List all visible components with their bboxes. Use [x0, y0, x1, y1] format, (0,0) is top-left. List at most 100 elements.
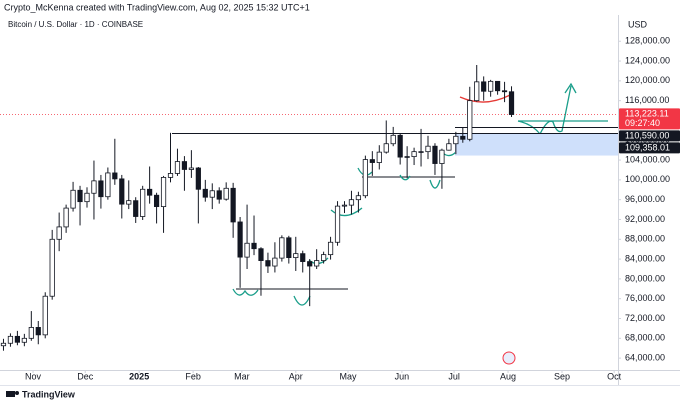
candle-body	[251, 242, 257, 250]
price-badge	[619, 142, 680, 154]
candle-body	[460, 135, 466, 140]
candle-body	[321, 254, 327, 261]
y-axis-label: USD	[628, 19, 648, 29]
candle-body	[258, 248, 264, 261]
price-badge-label: 110,590.00	[625, 130, 669, 140]
candle-body	[7, 335, 14, 344]
candle-body	[327, 241, 334, 256]
candle-body	[0, 342, 7, 347]
candle-body	[230, 187, 236, 223]
y-tick-label: 124,000.00	[625, 55, 670, 65]
chart-title: Bitcoin / U.S. Dollar · 1D · COINBASE	[8, 20, 143, 29]
x-tick-label: May	[339, 371, 357, 381]
candle-body	[474, 81, 480, 102]
candle-body	[314, 260, 320, 267]
candle-body	[119, 178, 125, 205]
candle-body	[140, 188, 146, 217]
candle-body	[369, 159, 375, 163]
x-tick-label: Mar	[234, 371, 250, 381]
projection-path	[517, 85, 572, 136]
candle-body	[467, 100, 473, 140]
candle-body	[84, 192, 90, 203]
y-tick-label: 116,000.00	[625, 95, 669, 105]
curve	[293, 295, 311, 306]
candle-body	[223, 187, 229, 200]
footer-brand: TradingView	[22, 389, 76, 399]
candle-body	[181, 161, 188, 170]
y-tick-label: 104,000.00	[625, 154, 670, 164]
credit: Crypto_McKenna created with TradingView.…	[4, 2, 310, 12]
candle-body	[334, 205, 341, 243]
candle-body	[397, 134, 403, 158]
candle-body	[105, 172, 111, 198]
candle-body	[209, 190, 215, 198]
price-badge	[619, 130, 680, 142]
candle-body	[481, 81, 487, 92]
candle-body	[446, 143, 452, 151]
candle-body	[49, 238, 55, 297]
candle-body	[112, 172, 118, 180]
x-tick-label: Jul	[448, 371, 460, 381]
x-tick-label: Oct	[607, 371, 622, 381]
price-badge-time: 09:27:40	[625, 118, 660, 128]
y-tick-label: 80,000.00	[625, 273, 665, 283]
candle-body	[432, 145, 438, 164]
y-tick-label: 68,000.00	[625, 333, 665, 343]
candle-body	[42, 295, 48, 336]
candle-body	[418, 151, 424, 153]
candle-body	[63, 207, 69, 228]
candle-body	[265, 260, 271, 267]
candle-body	[98, 180, 104, 198]
candle-body	[70, 189, 76, 209]
y-tick-label: 64,000.00	[625, 352, 665, 362]
candle-body	[91, 180, 97, 194]
candle-body	[167, 173, 174, 178]
curve	[459, 94, 511, 103]
candle-body	[411, 151, 417, 158]
candle-body	[21, 337, 27, 343]
y-tick-label: 76,000.00	[625, 293, 665, 303]
candle-body	[341, 204, 348, 207]
candle-body	[56, 226, 62, 240]
candle-body	[300, 253, 306, 262]
candle-body	[77, 189, 83, 203]
candle-body	[28, 327, 34, 339]
candle-body	[495, 80, 501, 92]
x-tick-label: Apr	[289, 371, 303, 381]
candle-body	[14, 335, 20, 343]
y-tick-label: 88,000.00	[625, 234, 665, 244]
candle-body	[35, 327, 41, 336]
candle-body	[355, 195, 362, 201]
candle-body	[237, 221, 243, 258]
candle-body	[272, 257, 278, 267]
candle-body	[501, 90, 508, 93]
annotations	[232, 82, 608, 365]
y-tick-label: 100,000.00	[625, 174, 670, 184]
curve	[399, 174, 411, 181]
curve	[429, 179, 441, 189]
x-tick-label: Feb	[185, 371, 201, 381]
candle-body	[153, 194, 160, 208]
candle-body	[202, 188, 208, 198]
x-tick-label: Sep	[554, 371, 570, 381]
y-tick-label: 72,000.00	[625, 313, 665, 323]
candle-body	[147, 188, 153, 196]
y-tick-label: 120,000.00	[625, 75, 670, 85]
candle-body	[439, 149, 445, 164]
candle-body	[362, 159, 368, 197]
candle-body	[244, 242, 250, 258]
y-tick-label: 84,000.00	[625, 253, 665, 263]
price-badge-label: 113,223.11	[625, 108, 669, 118]
candle-body	[216, 190, 222, 200]
candle-body	[293, 253, 299, 259]
price-badge	[619, 108, 680, 130]
x-tick-label: Jun	[395, 371, 410, 381]
x-tick-label: Dec	[77, 371, 94, 381]
tv-logo	[6, 391, 19, 397]
candle-body	[404, 156, 410, 158]
candle-body	[425, 145, 431, 153]
zone	[455, 133, 618, 156]
candle-body	[488, 80, 494, 92]
